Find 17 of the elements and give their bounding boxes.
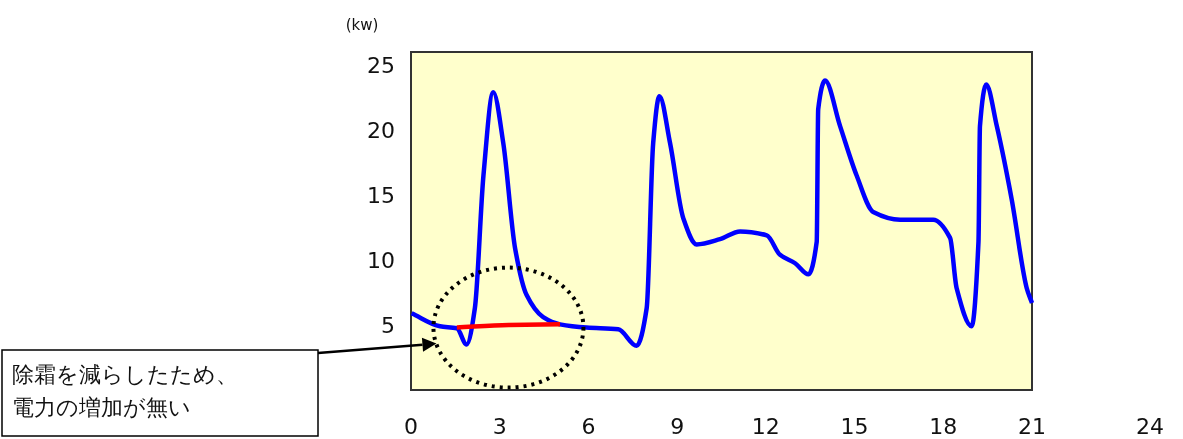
line-series <box>409 78 1035 349</box>
x-tick-label: 6 <box>581 414 596 439</box>
x-tick-label: 9 <box>670 414 685 439</box>
x-tick-label: 3 <box>492 414 507 439</box>
x-tick-label: 21 <box>1018 414 1046 439</box>
y-tick-label: 15 <box>367 183 395 208</box>
x-tick-label: 15 <box>840 414 869 439</box>
y-tick-label: 25 <box>367 53 395 78</box>
x-tick-label: 0 <box>404 414 418 439</box>
y-axis-title: (kw) <box>345 16 379 34</box>
x-tick-label: 12 <box>751 414 780 439</box>
text: 24 <box>1136 414 1164 439</box>
y-tick-label: 10 <box>367 248 395 273</box>
y-tick-label: 5 <box>381 313 395 338</box>
x-tick-label: 18 <box>929 414 958 439</box>
callout-box: 除霜を減らしたため、電力の増加が無い <box>1 349 319 437</box>
y-tick-label: 20 <box>367 118 395 143</box>
